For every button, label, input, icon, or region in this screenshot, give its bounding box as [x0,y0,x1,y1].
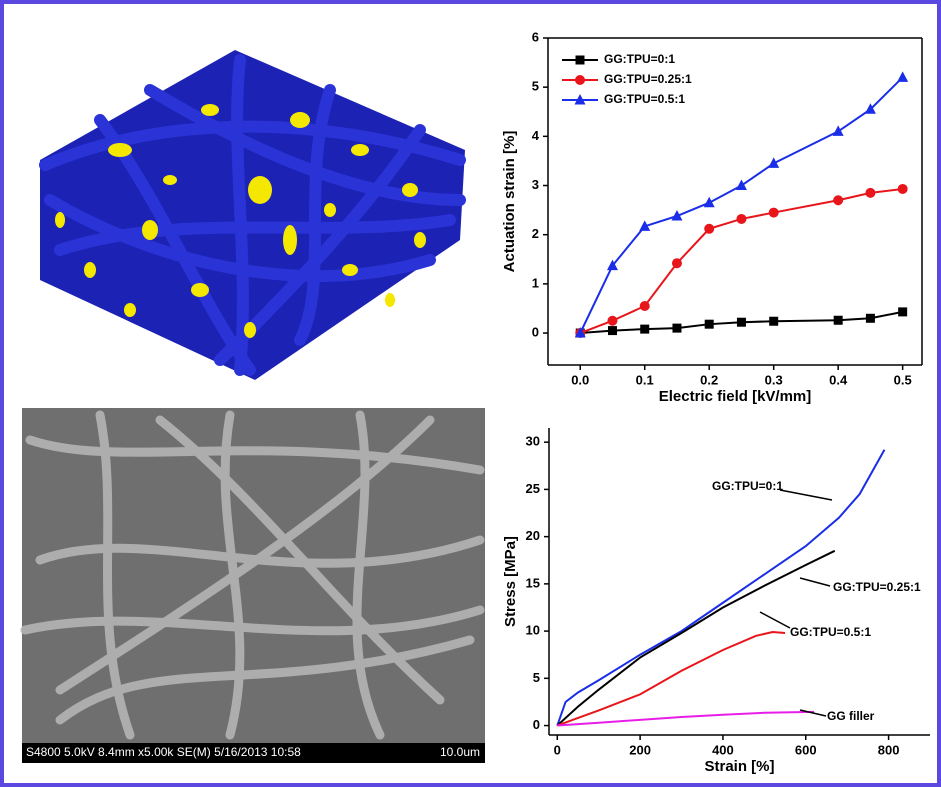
figure: S4800 5.0kV 8.4mm x5.00k SE(M) 5/16/2013… [0,0,941,787]
x-tick-label: 0.1 [636,372,654,387]
y-axis-label: Actuation strain [%] [501,131,518,273]
marker [769,317,778,326]
marker [898,307,907,316]
x-axis-label: Strain [%] [704,758,774,775]
marker [866,314,875,323]
marker [833,195,843,205]
x-tick-label: 0.2 [700,372,718,387]
marker [608,326,617,335]
y-tick-label: 4 [532,128,540,143]
y-tick-label: 0 [533,717,540,732]
x-tick-label: 0.0 [571,372,589,387]
annotation: GG:TPU=0:1 [712,479,783,493]
y-tick-label: 3 [532,177,539,192]
sem-scale: 10.0um [440,745,480,759]
marker [736,214,746,224]
marker [865,188,875,198]
marker [737,318,746,327]
y-tick-label: 20 [526,528,540,543]
legend-label: GG:TPU=0:1 [604,52,675,66]
marker [769,208,779,218]
sem-image: S4800 5.0kV 8.4mm x5.00k SE(M) 5/16/2013… [22,408,485,763]
marker [834,316,843,325]
legend-marker [576,56,585,65]
x-tick-label: 0 [554,742,561,757]
legend-marker [575,75,585,85]
y-axis-label: Stress [MPa] [502,536,519,627]
y-tick-label: 6 [532,29,539,44]
legend-label: GG:TPU=0.5:1 [604,92,685,106]
x-axis-label: Electric field [kV/mm] [659,388,812,405]
x-tick-label: 400 [712,742,734,757]
x-tick-label: 600 [795,742,817,757]
sem-info: S4800 5.0kV 8.4mm x5.00k SE(M) 5/16/2013… [26,745,301,759]
marker [898,184,908,194]
marker [672,324,681,333]
legend-label: GG:TPU=0.25:1 [604,72,692,86]
y-tick-label: 5 [533,670,540,685]
y-tick-label: 0 [532,324,539,339]
marker [640,325,649,334]
marker [672,258,682,268]
x-tick-label: 200 [629,742,651,757]
marker [607,316,617,326]
annotation: GG:TPU=0.25:1 [833,580,921,594]
y-tick-label: 1 [532,275,539,290]
marker [704,224,714,234]
y-tick-label: 15 [526,575,540,590]
y-tick-label: 10 [526,623,540,638]
x-tick-label: 0.5 [894,372,912,387]
x-tick-label: 800 [878,742,900,757]
marker [705,320,714,329]
y-tick-label: 25 [526,481,540,496]
x-tick-label: 0.4 [829,372,848,387]
marker [640,301,650,311]
y-tick-label: 30 [526,434,540,449]
y-tick-label: 2 [532,226,539,241]
y-tick-label: 5 [532,79,539,94]
annotation: GG:TPU=0.5:1 [790,625,871,639]
annotation: GG filler [827,709,875,723]
x-tick-label: 0.3 [765,372,783,387]
